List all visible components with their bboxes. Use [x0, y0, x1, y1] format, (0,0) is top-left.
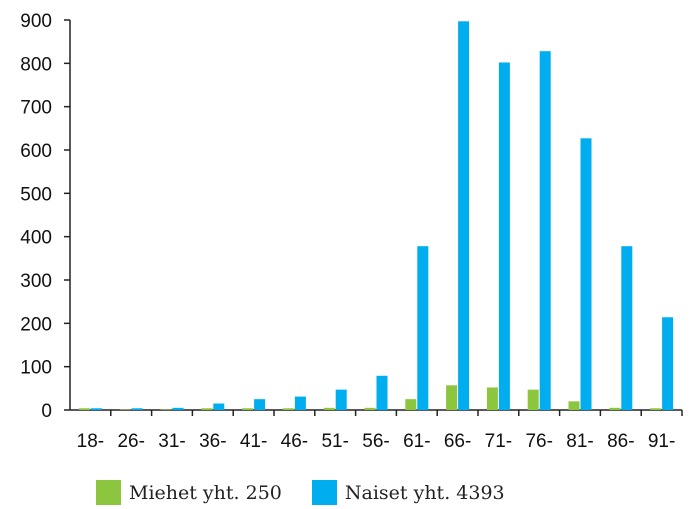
legend-label-women: Naiset yht. 4393	[344, 481, 505, 504]
legend-swatch-women	[311, 480, 337, 505]
x-tick-label: 26-	[117, 431, 144, 452]
bar-men	[486, 387, 498, 410]
bar-men	[323, 407, 335, 410]
bar-women	[294, 396, 306, 410]
bar-chart: 0 100 200 300 400 500 600 700 800 900 18- 26- 31- 36-…	[20, 11, 683, 452]
bar-women	[131, 408, 143, 410]
y-tick-label: 0	[41, 401, 52, 422]
x-tick-label: 86-	[607, 431, 634, 452]
bar-men	[527, 389, 539, 410]
y-tick-label: 100	[20, 358, 52, 379]
bar-women	[662, 317, 674, 410]
bar-women	[90, 408, 102, 410]
bar-women	[376, 375, 388, 410]
x-tick-label: 46-	[281, 431, 308, 452]
bar-men	[446, 385, 458, 410]
legend: Miehet yht. 250 Naiset yht. 4393	[96, 480, 535, 505]
x-tick-label: 56-	[362, 431, 389, 452]
bar-men	[78, 408, 90, 410]
bar-women	[172, 407, 184, 410]
bar-men	[609, 407, 621, 410]
bar-women	[539, 51, 551, 410]
x-tick-label: 91-	[648, 431, 675, 452]
legend-item-men: Miehet yht. 250	[96, 480, 282, 505]
x-tick-label: 18-	[77, 431, 104, 452]
x-tick-label: 36-	[199, 431, 226, 452]
y-tick-label: 600	[20, 141, 52, 162]
y-tick-label: 800	[20, 54, 52, 75]
bar-men	[364, 407, 376, 410]
bar-women	[213, 403, 225, 410]
bar-men	[201, 408, 213, 410]
bar-men	[242, 408, 254, 410]
x-tick-label: 66-	[444, 431, 471, 452]
x-tick-label: 31-	[158, 431, 185, 452]
legend-swatch-men	[96, 480, 121, 505]
y-tick-label: 300	[20, 271, 52, 292]
bar-women	[498, 62, 510, 410]
bar-women	[335, 389, 347, 410]
y-tick-label: 500	[20, 184, 52, 205]
x-tick-label: 76-	[525, 431, 552, 452]
bar-women	[254, 399, 266, 410]
bar-men	[282, 408, 294, 410]
bar-men	[568, 401, 580, 410]
x-tick-label: 71-	[485, 431, 512, 452]
bar-women	[417, 246, 429, 410]
bar-women	[621, 246, 633, 410]
bar-women	[458, 21, 470, 411]
x-tick-label: 81-	[566, 431, 593, 452]
y-tick-label: 900	[20, 11, 52, 32]
y-tick-label: 400	[20, 228, 52, 249]
x-tick-label: 41-	[240, 431, 267, 452]
bar-men	[405, 399, 417, 410]
legend-item-women: Naiset yht. 4393	[311, 480, 505, 505]
x-tick-label: 61-	[403, 431, 430, 452]
y-tick-label: 200	[20, 314, 52, 335]
x-tick-label: 51-	[321, 431, 348, 452]
y-tick-label: 700	[20, 98, 52, 119]
bar-women	[580, 138, 592, 411]
legend-label-men: Miehet yht. 250	[129, 481, 282, 504]
bar-men	[650, 408, 662, 410]
